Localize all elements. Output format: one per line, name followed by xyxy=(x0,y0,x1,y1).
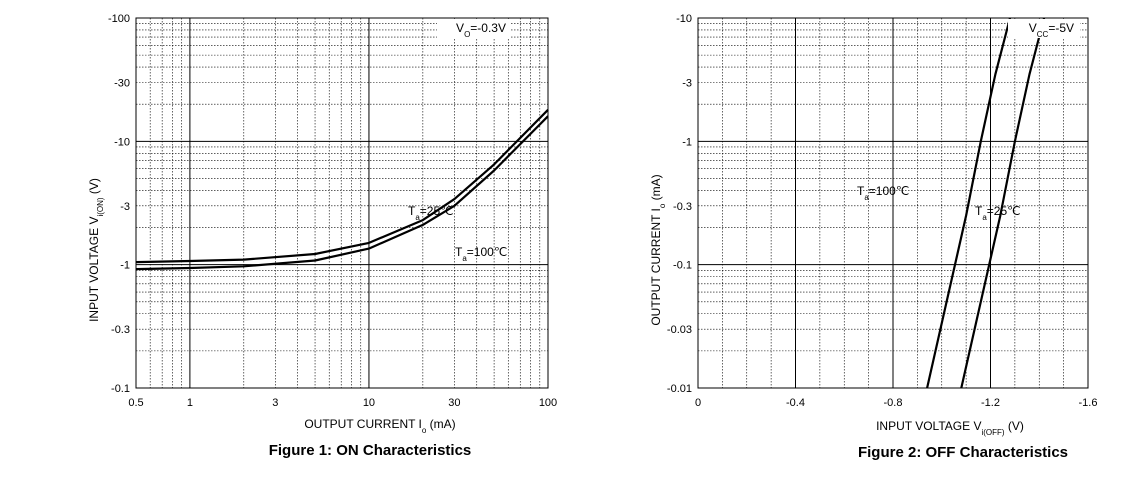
condition-text: VCC=-5V xyxy=(1029,21,1074,39)
y-tick-label: -0.3 xyxy=(111,324,130,336)
chart1-tick-labels: -100 -30 -10 -3 -1 -0.3 -0.1 0.5 1 3 10 30 100 xyxy=(108,13,557,409)
chart2-condition-label: VCC=-5V xyxy=(1008,19,1080,39)
chart-on-characteristics: -100 -30 -10 -3 -1 -0.3 -0.1 0.5 1 3 10 30 100 Ta=25… xyxy=(87,13,557,459)
chart2-plot-frame xyxy=(697,17,1089,389)
chart1-series-labels: Ta=25℃ Ta=100℃ xyxy=(408,204,507,263)
y-tick-label: -1 xyxy=(120,260,130,272)
chart2-tick-labels: -10 -3 -1 -0.3 -0.1 -0.03 -0.010 -0.4 -0.8 -1.2 -1… xyxy=(667,13,1098,409)
x-tick-label: -1.2 xyxy=(981,397,1000,409)
x-tick-label: 10 xyxy=(363,397,375,409)
chart1-x-axis-label: OUTPUT CURRENT Io (mA) xyxy=(304,417,455,435)
chart2-y-axis-label: OUTPUT CURRENT Io (mA) xyxy=(649,174,667,325)
x-tick-label: -1.6 xyxy=(1079,397,1098,409)
chart1-condition-label: VO=-0.3V xyxy=(437,19,510,39)
x-tick-label: 1 xyxy=(187,397,193,409)
series-label-1: Ta=100℃ xyxy=(857,184,909,202)
chart-off-characteristics: -10 -3 -1 -0.3 -0.1 -0.03 -0.010 -0.4 -0.8 -1.2 -1… xyxy=(649,13,1097,461)
chart2-series-labels: Ta=100℃ Ta=25℃ xyxy=(857,184,1021,222)
y-tick-label: -10 xyxy=(114,136,130,148)
x-axis-label-text: INPUT VOLTAGE Vi(OFF) (V) xyxy=(876,419,1024,437)
x-tick-label: 30 xyxy=(448,397,460,409)
y-axis-label-text: OUTPUT CURRENT Io (mA) xyxy=(649,174,667,325)
y-tick-label: -30 xyxy=(114,77,130,89)
chart1-y-axis-label: INPUT VOLTAGE Vi(ON) (V) xyxy=(87,178,105,322)
series-line-2 xyxy=(135,115,549,271)
chart1-title: Figure 1: ON Characteristics xyxy=(269,442,472,459)
series-line-1 xyxy=(926,17,1012,389)
y-tick-label: -0.3 xyxy=(673,201,692,213)
x-tick-label: 100 xyxy=(539,397,557,409)
series-line-2 xyxy=(960,17,1046,389)
y-tick-label: -10 xyxy=(676,13,692,25)
series-label-1: Ta=25℃ xyxy=(408,204,454,222)
y-tick-label: -1 xyxy=(682,136,692,148)
x-tick-label: -0.8 xyxy=(884,397,903,409)
y-tick-label: -100 xyxy=(108,13,130,25)
y-tick-label: -0.03 xyxy=(667,324,692,336)
chart2-series-lines xyxy=(926,17,1046,389)
x-tick-label: -0.4 xyxy=(786,397,805,409)
y-tick-label: -0.01 xyxy=(667,383,692,395)
x-tick-label: 3 xyxy=(272,397,278,409)
condition-box xyxy=(1008,19,1080,38)
y-axis-label-text: INPUT VOLTAGE Vi(ON) (V) xyxy=(87,178,105,322)
condition-text: VO=-0.3V xyxy=(456,21,506,39)
series-label-2: Ta=100℃ xyxy=(455,245,507,263)
y-tick-label: -0.1 xyxy=(111,383,130,395)
series-line-1 xyxy=(135,109,549,264)
chart2-title: Figure 2: OFF Characteristics xyxy=(858,444,1068,461)
x-tick-label: 0 xyxy=(695,397,701,409)
series-label-2: Ta=25℃ xyxy=(975,204,1021,222)
y-tick-label: -3 xyxy=(120,201,130,213)
x-tick-label: 0.5 xyxy=(128,397,143,409)
condition-box xyxy=(437,19,510,38)
y-tick-label: -3 xyxy=(682,77,692,89)
y-tick-label: -0.1 xyxy=(673,260,692,272)
chart1-plot-frame xyxy=(135,17,549,389)
chart1-series-lines xyxy=(135,109,549,271)
x-axis-label-text: OUTPUT CURRENT Io (mA) xyxy=(304,417,455,435)
chart2-x-axis-label: INPUT VOLTAGE Vi(OFF) (V) xyxy=(876,419,1024,437)
